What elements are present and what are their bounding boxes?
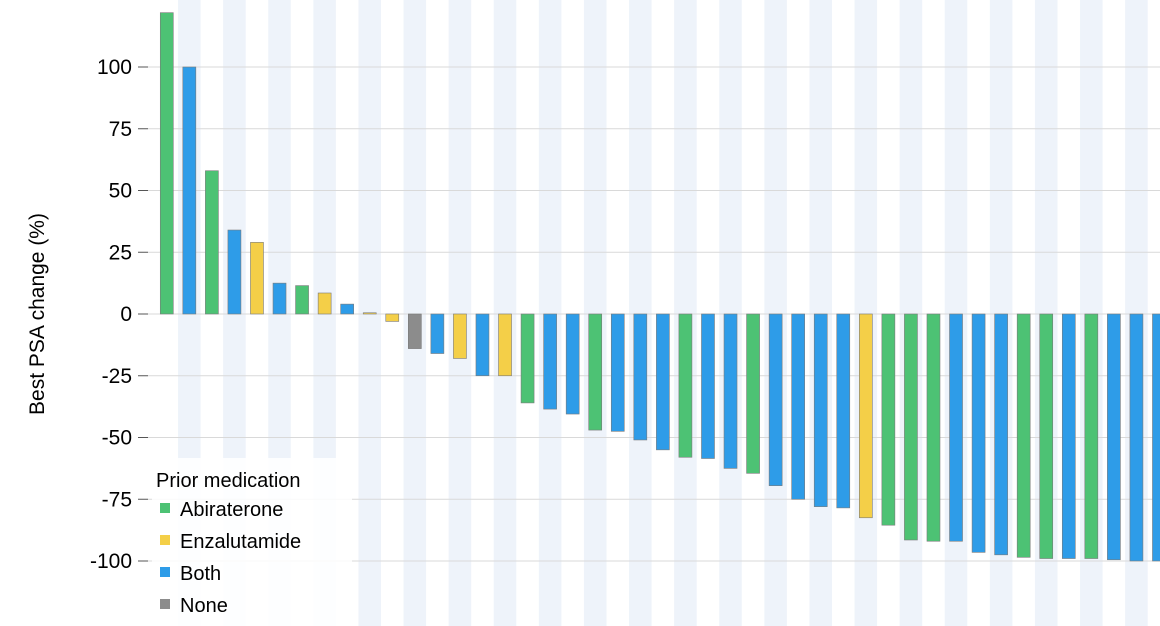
bar: [1152, 313, 1160, 562]
bar: [678, 313, 693, 458]
bar: [723, 313, 738, 469]
bar: [656, 313, 670, 451]
bar: [633, 313, 648, 441]
bar: [791, 313, 805, 500]
legend-swatch-abiraterone: [160, 503, 170, 513]
bar: [746, 313, 760, 474]
bar: [475, 313, 490, 377]
bar: [340, 303, 354, 315]
y-tick-label: 75: [109, 118, 132, 141]
legend-swatch-enzalutamide: [160, 535, 170, 545]
bar: [565, 313, 580, 415]
y-axis: 100 75 50 25 0 -25 -50 -75 -100: [90, 56, 148, 573]
legend-label-abiraterone: Abiraterone: [180, 499, 283, 521]
bar: [272, 282, 287, 315]
bar: [994, 313, 1008, 556]
bar: [881, 313, 896, 526]
legend-swatch-none: [160, 599, 170, 609]
legend-background: [152, 458, 352, 626]
bar: [543, 313, 557, 410]
bar: [227, 229, 242, 315]
column-band: [719, 0, 742, 626]
bar: [1016, 313, 1031, 558]
column-band: [809, 0, 832, 626]
y-tick-label: -75: [102, 488, 132, 511]
bar: [498, 313, 512, 377]
column-band: [448, 0, 472, 626]
legend-label-both: Both: [180, 563, 221, 585]
legend-title: Prior medication: [156, 470, 301, 492]
column-band: [629, 0, 652, 626]
bar: [971, 313, 986, 553]
column-band: [538, 0, 562, 626]
legend-swatch-both: [160, 567, 170, 577]
bar: [904, 313, 918, 541]
bars: [159, 12, 1160, 562]
column-band: [403, 0, 427, 626]
bar: [182, 66, 197, 315]
bar: [1084, 313, 1099, 559]
bar: [813, 313, 828, 507]
bar: [610, 313, 625, 432]
bar: [859, 313, 873, 519]
column-band: [583, 0, 607, 626]
y-axis-title: Best PSA change (%): [26, 213, 49, 415]
legend-label-enzalutamide: Enzalutamide: [180, 531, 301, 553]
bar: [1129, 313, 1144, 562]
bar: [1107, 313, 1121, 561]
bar: [836, 313, 851, 509]
legend: Prior medication Abiraterone Enzalutamide…: [152, 458, 352, 626]
y-tick-label: -100: [90, 550, 132, 573]
bar: [1061, 313, 1076, 559]
bar: [520, 313, 535, 404]
y-tick-label: -50: [102, 427, 132, 450]
bar: [317, 292, 332, 315]
column-band: [854, 0, 878, 626]
bar: [926, 313, 941, 542]
column-band: [674, 0, 697, 626]
bar: [949, 313, 963, 542]
bar: [295, 285, 309, 315]
column-band: [764, 0, 787, 626]
bar: [205, 170, 219, 315]
y-tick-label: -25: [102, 365, 132, 388]
y-tick-label: 25: [109, 241, 132, 264]
bar: [408, 313, 422, 349]
bar: [430, 313, 445, 354]
legend-label-none: None: [180, 595, 228, 617]
y-tick-label: 50: [109, 180, 132, 203]
bar: [362, 312, 377, 315]
bar: [453, 313, 467, 359]
bar: [1039, 313, 1054, 559]
bar: [159, 12, 174, 315]
bar: [768, 313, 783, 486]
y-tick-label: 100: [97, 56, 132, 79]
bar: [385, 313, 400, 322]
bar: [250, 242, 264, 315]
bar: [588, 313, 603, 431]
y-tick-label: 0: [120, 303, 132, 326]
bar: [701, 313, 715, 459]
column-band: [493, 0, 517, 626]
